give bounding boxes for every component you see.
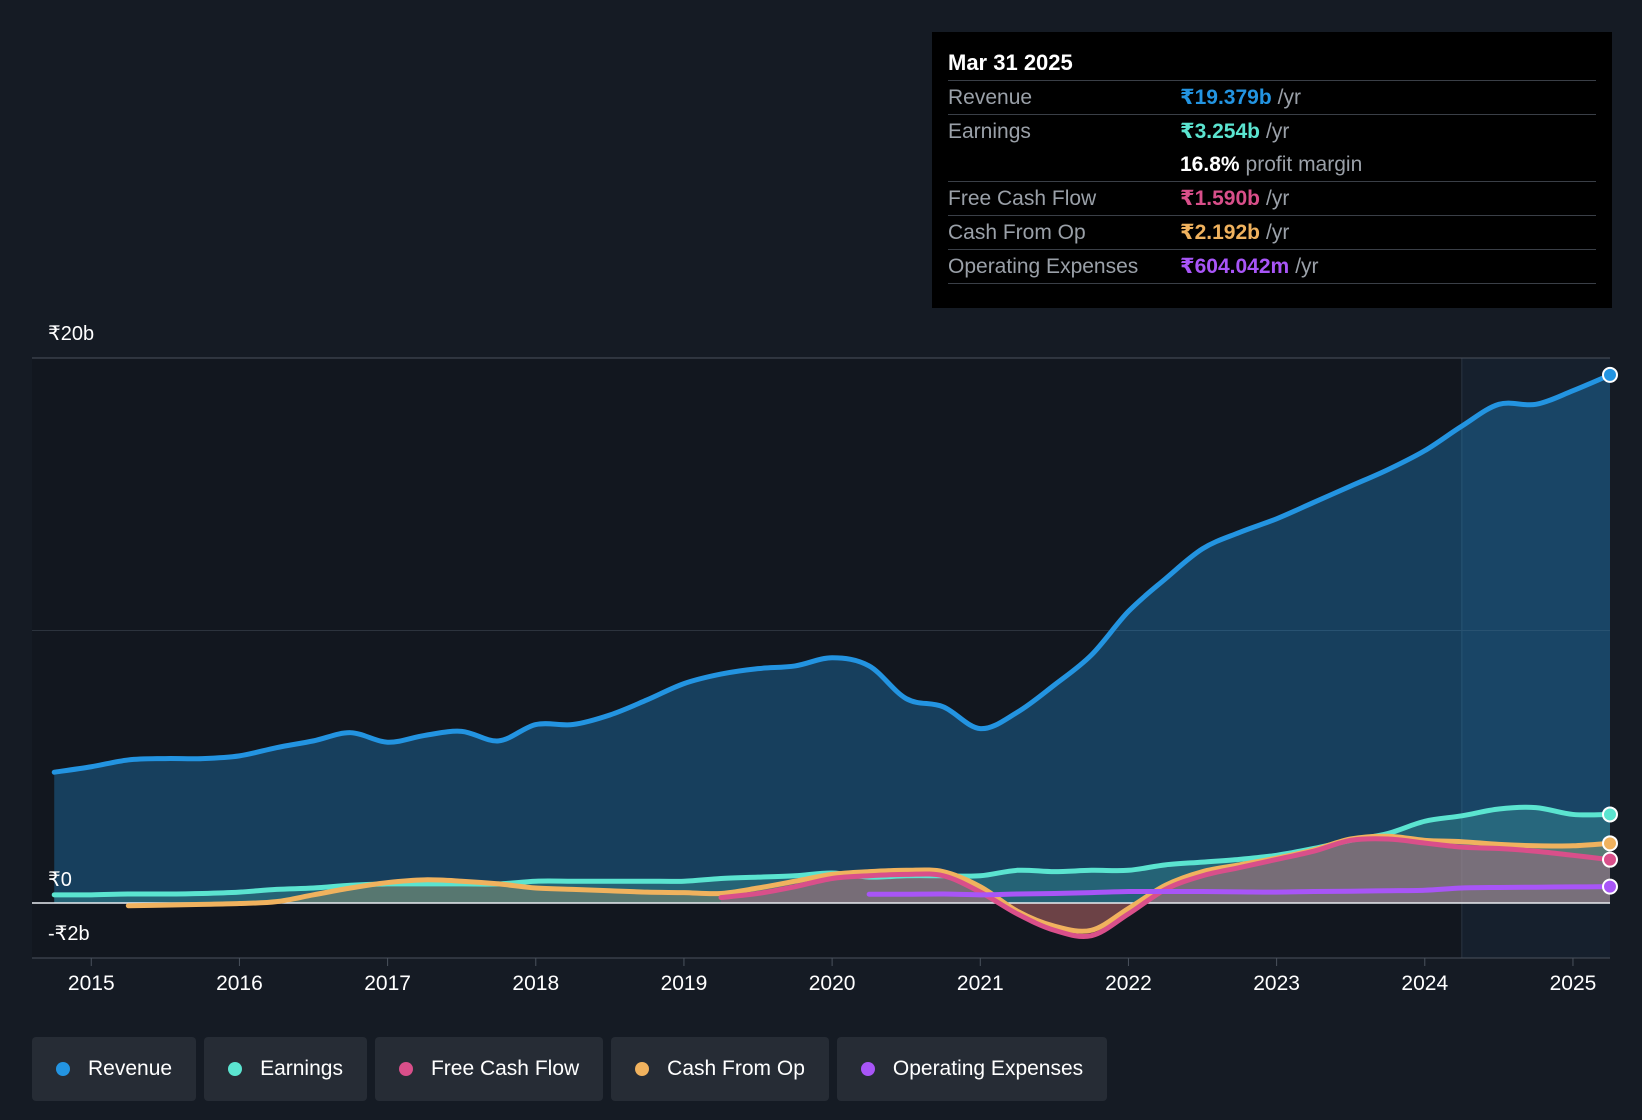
tooltip-value: ₹2.192b xyxy=(1180,221,1260,244)
endpoint-marker-earnings xyxy=(1602,806,1618,823)
x-tick-label: 2021 xyxy=(957,972,1004,995)
tooltip-label: Revenue xyxy=(948,86,1033,109)
tooltip-date: Mar 31 2025 xyxy=(948,46,1596,81)
series-line-operating-expenses xyxy=(866,884,1613,898)
tooltip-row-earnings: Earnings ₹3.254b /yr xyxy=(948,115,1596,148)
tooltip-label xyxy=(948,148,1180,181)
x-tick-label: 2018 xyxy=(512,972,559,995)
x-tick-label: 2017 xyxy=(364,972,411,995)
legend-item-free-cash-flow[interactable]: Free Cash Flow xyxy=(374,1037,604,1101)
legend-item-cash-from-op[interactable]: Cash From Op xyxy=(611,1037,829,1101)
tooltip-row-cfo: Cash From Op ₹2.192b /yr xyxy=(948,216,1596,250)
x-tick-label: 2015 xyxy=(68,972,115,995)
area-cash-from-op xyxy=(128,836,1611,932)
legend-label: Earnings xyxy=(260,1057,343,1080)
x-tick-label: 2024 xyxy=(1401,972,1448,995)
tooltip-value: ₹1.590b xyxy=(1180,187,1260,210)
tooltip-label: Free Cash Flow xyxy=(948,187,1097,210)
endpoint-marker-revenue xyxy=(1602,366,1618,383)
tooltip-row-revenue: Revenue ₹19.379b /yr xyxy=(948,81,1596,115)
tooltip-unit: /yr xyxy=(1266,120,1290,143)
y-label-top: ₹20b xyxy=(48,323,94,345)
x-tick-label: 2023 xyxy=(1253,972,1300,995)
legend: Revenue Earnings Free Cash Flow Cash Fro… xyxy=(32,1037,1115,1101)
tooltip-label: Cash From Op xyxy=(948,221,1086,244)
x-tick-label: 2020 xyxy=(809,972,856,995)
tooltip-panel: Mar 31 2025 Revenue ₹19.379b /yr Earning… xyxy=(932,32,1612,308)
tooltip-unit: profit margin xyxy=(1245,153,1363,176)
x-tick-label: 2019 xyxy=(661,972,708,995)
endpoint-marker-free-cash-flow xyxy=(1602,851,1618,868)
legend-item-revenue[interactable]: Revenue xyxy=(32,1037,197,1101)
legend-item-operating-expenses[interactable]: Operating Expenses xyxy=(836,1037,1108,1101)
x-tick-label: 2016 xyxy=(216,972,263,995)
y-label-bottom: -₹2b xyxy=(48,923,90,945)
tooltip-row-opex: Operating Expenses ₹604.042m /yr xyxy=(948,250,1596,284)
y-label-zero: ₹0 xyxy=(48,869,72,891)
legend-label: Operating Expenses xyxy=(892,1057,1084,1080)
tooltip-label: Earnings xyxy=(948,120,1031,143)
legend-item-earnings[interactable]: Earnings xyxy=(204,1037,367,1101)
area-earnings xyxy=(54,807,1611,903)
area-revenue xyxy=(54,374,1611,903)
tooltip-value: ₹19.379b xyxy=(1180,86,1272,109)
tooltip-value: ₹604.042m xyxy=(1180,255,1290,278)
tooltip-value: 16.8% xyxy=(1180,153,1240,176)
plot-background xyxy=(32,358,1462,958)
legend-dot-icon xyxy=(228,1062,243,1076)
tooltip-label: Operating Expenses xyxy=(948,255,1139,278)
legend-label: Cash From Op xyxy=(667,1057,805,1080)
x-tick-label: 2022 xyxy=(1105,972,1152,995)
endpoint-marker-cash-from-op xyxy=(1602,835,1618,852)
tooltip-row-fcf: Free Cash Flow ₹1.590b /yr xyxy=(948,182,1596,216)
tooltip-unit: /yr xyxy=(1266,221,1290,244)
tooltip-unit: /yr xyxy=(1295,255,1319,278)
legend-dot-icon xyxy=(398,1062,413,1076)
legend-label: Free Cash Flow xyxy=(430,1057,580,1080)
legend-dot-icon xyxy=(635,1062,650,1076)
tooltip-value: ₹3.254b xyxy=(1180,120,1260,143)
endpoint-marker-operating-expenses xyxy=(1602,878,1618,895)
legend-dot-icon xyxy=(56,1062,70,1076)
tooltip-row-margin: 16.8% profit margin xyxy=(948,148,1596,182)
x-tick-label: 2025 xyxy=(1550,972,1597,995)
tooltip-unit: /yr xyxy=(1266,187,1290,210)
legend-dot-icon xyxy=(860,1062,875,1076)
series-line-revenue xyxy=(51,372,1613,775)
legend-label: Revenue xyxy=(88,1057,173,1080)
tooltip-unit: /yr xyxy=(1277,86,1301,109)
area-free-cash-flow xyxy=(720,838,1610,937)
